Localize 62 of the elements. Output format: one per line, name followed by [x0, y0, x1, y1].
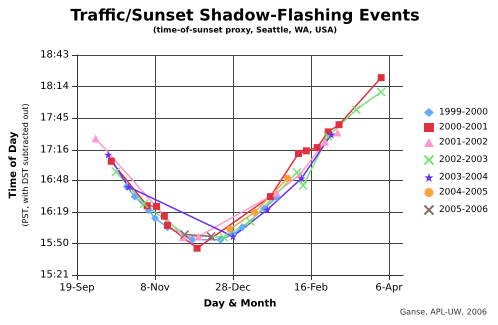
point [314, 144, 321, 152]
y-tick-label: 15:50 [40, 238, 69, 249]
chart-subtitle: (time-of-sunset proxy, Seattle, WA, USA) [152, 26, 338, 34]
point [272, 188, 281, 197]
point [160, 212, 168, 220]
y-tick-label: 15:21 [40, 270, 69, 280]
point [327, 130, 336, 139]
point [206, 232, 216, 242]
point [284, 174, 292, 182]
text: Ganse, APL-UW, 2006 [400, 308, 488, 316]
x-axis-title: Day & Month [204, 298, 276, 310]
chart-title: Traffic/Sunset Shadow-Flashing Events [70, 6, 420, 24]
point [266, 193, 274, 200]
y-tick-label: 16:48 [40, 174, 69, 186]
legend-label: 2001-2002 [438, 138, 488, 148]
point [188, 236, 196, 244]
legend-label: 2002-2003 [438, 155, 488, 165]
point [111, 167, 121, 177]
point [139, 199, 149, 209]
point [263, 206, 272, 214]
point [226, 226, 234, 233]
point [323, 132, 333, 142]
x-tick-label: 19-Sep [59, 282, 95, 294]
point [194, 232, 203, 240]
point [150, 214, 159, 222]
point [218, 232, 228, 242]
point [108, 158, 115, 165]
point [336, 121, 343, 128]
x-tick-label: 8-Nov [140, 282, 170, 294]
legend-label: 2004-2005 [438, 188, 488, 198]
y-axis-title: Time of Day (PST, with DST subtracted out) [8, 103, 30, 227]
point [333, 128, 342, 137]
point [298, 174, 306, 182]
y-tick-label: 17:16 [40, 144, 69, 156]
point [302, 147, 310, 154]
legend-label: 2000-2001 [438, 122, 488, 132]
legend-label: 1999-2000 [438, 108, 488, 118]
x-tick-label: 16-Feb [294, 282, 328, 294]
legend-label: 2005-2006 [438, 205, 488, 215]
point [153, 202, 160, 210]
point [130, 192, 139, 201]
legend-label: 2003-2004 [438, 172, 488, 182]
point [298, 180, 308, 190]
point [164, 222, 171, 229]
point [292, 168, 302, 178]
point [376, 87, 386, 97]
x-tick-label: 28-Dec [215, 282, 251, 294]
y-tick-label: 17:45 [40, 112, 69, 124]
point [351, 104, 361, 114]
point [321, 138, 330, 146]
point [245, 216, 255, 226]
point [238, 223, 246, 232]
point [104, 150, 112, 159]
y-tick-label: 16:19 [40, 206, 69, 218]
x-tick-label: 6-Apr [375, 282, 404, 294]
y-tick-label: 18:14 [40, 81, 69, 92]
point [92, 134, 100, 142]
point [194, 244, 201, 252]
point [251, 208, 258, 216]
point [378, 74, 385, 82]
y-tick-label: 18:43 [40, 50, 69, 60]
point [294, 150, 302, 157]
